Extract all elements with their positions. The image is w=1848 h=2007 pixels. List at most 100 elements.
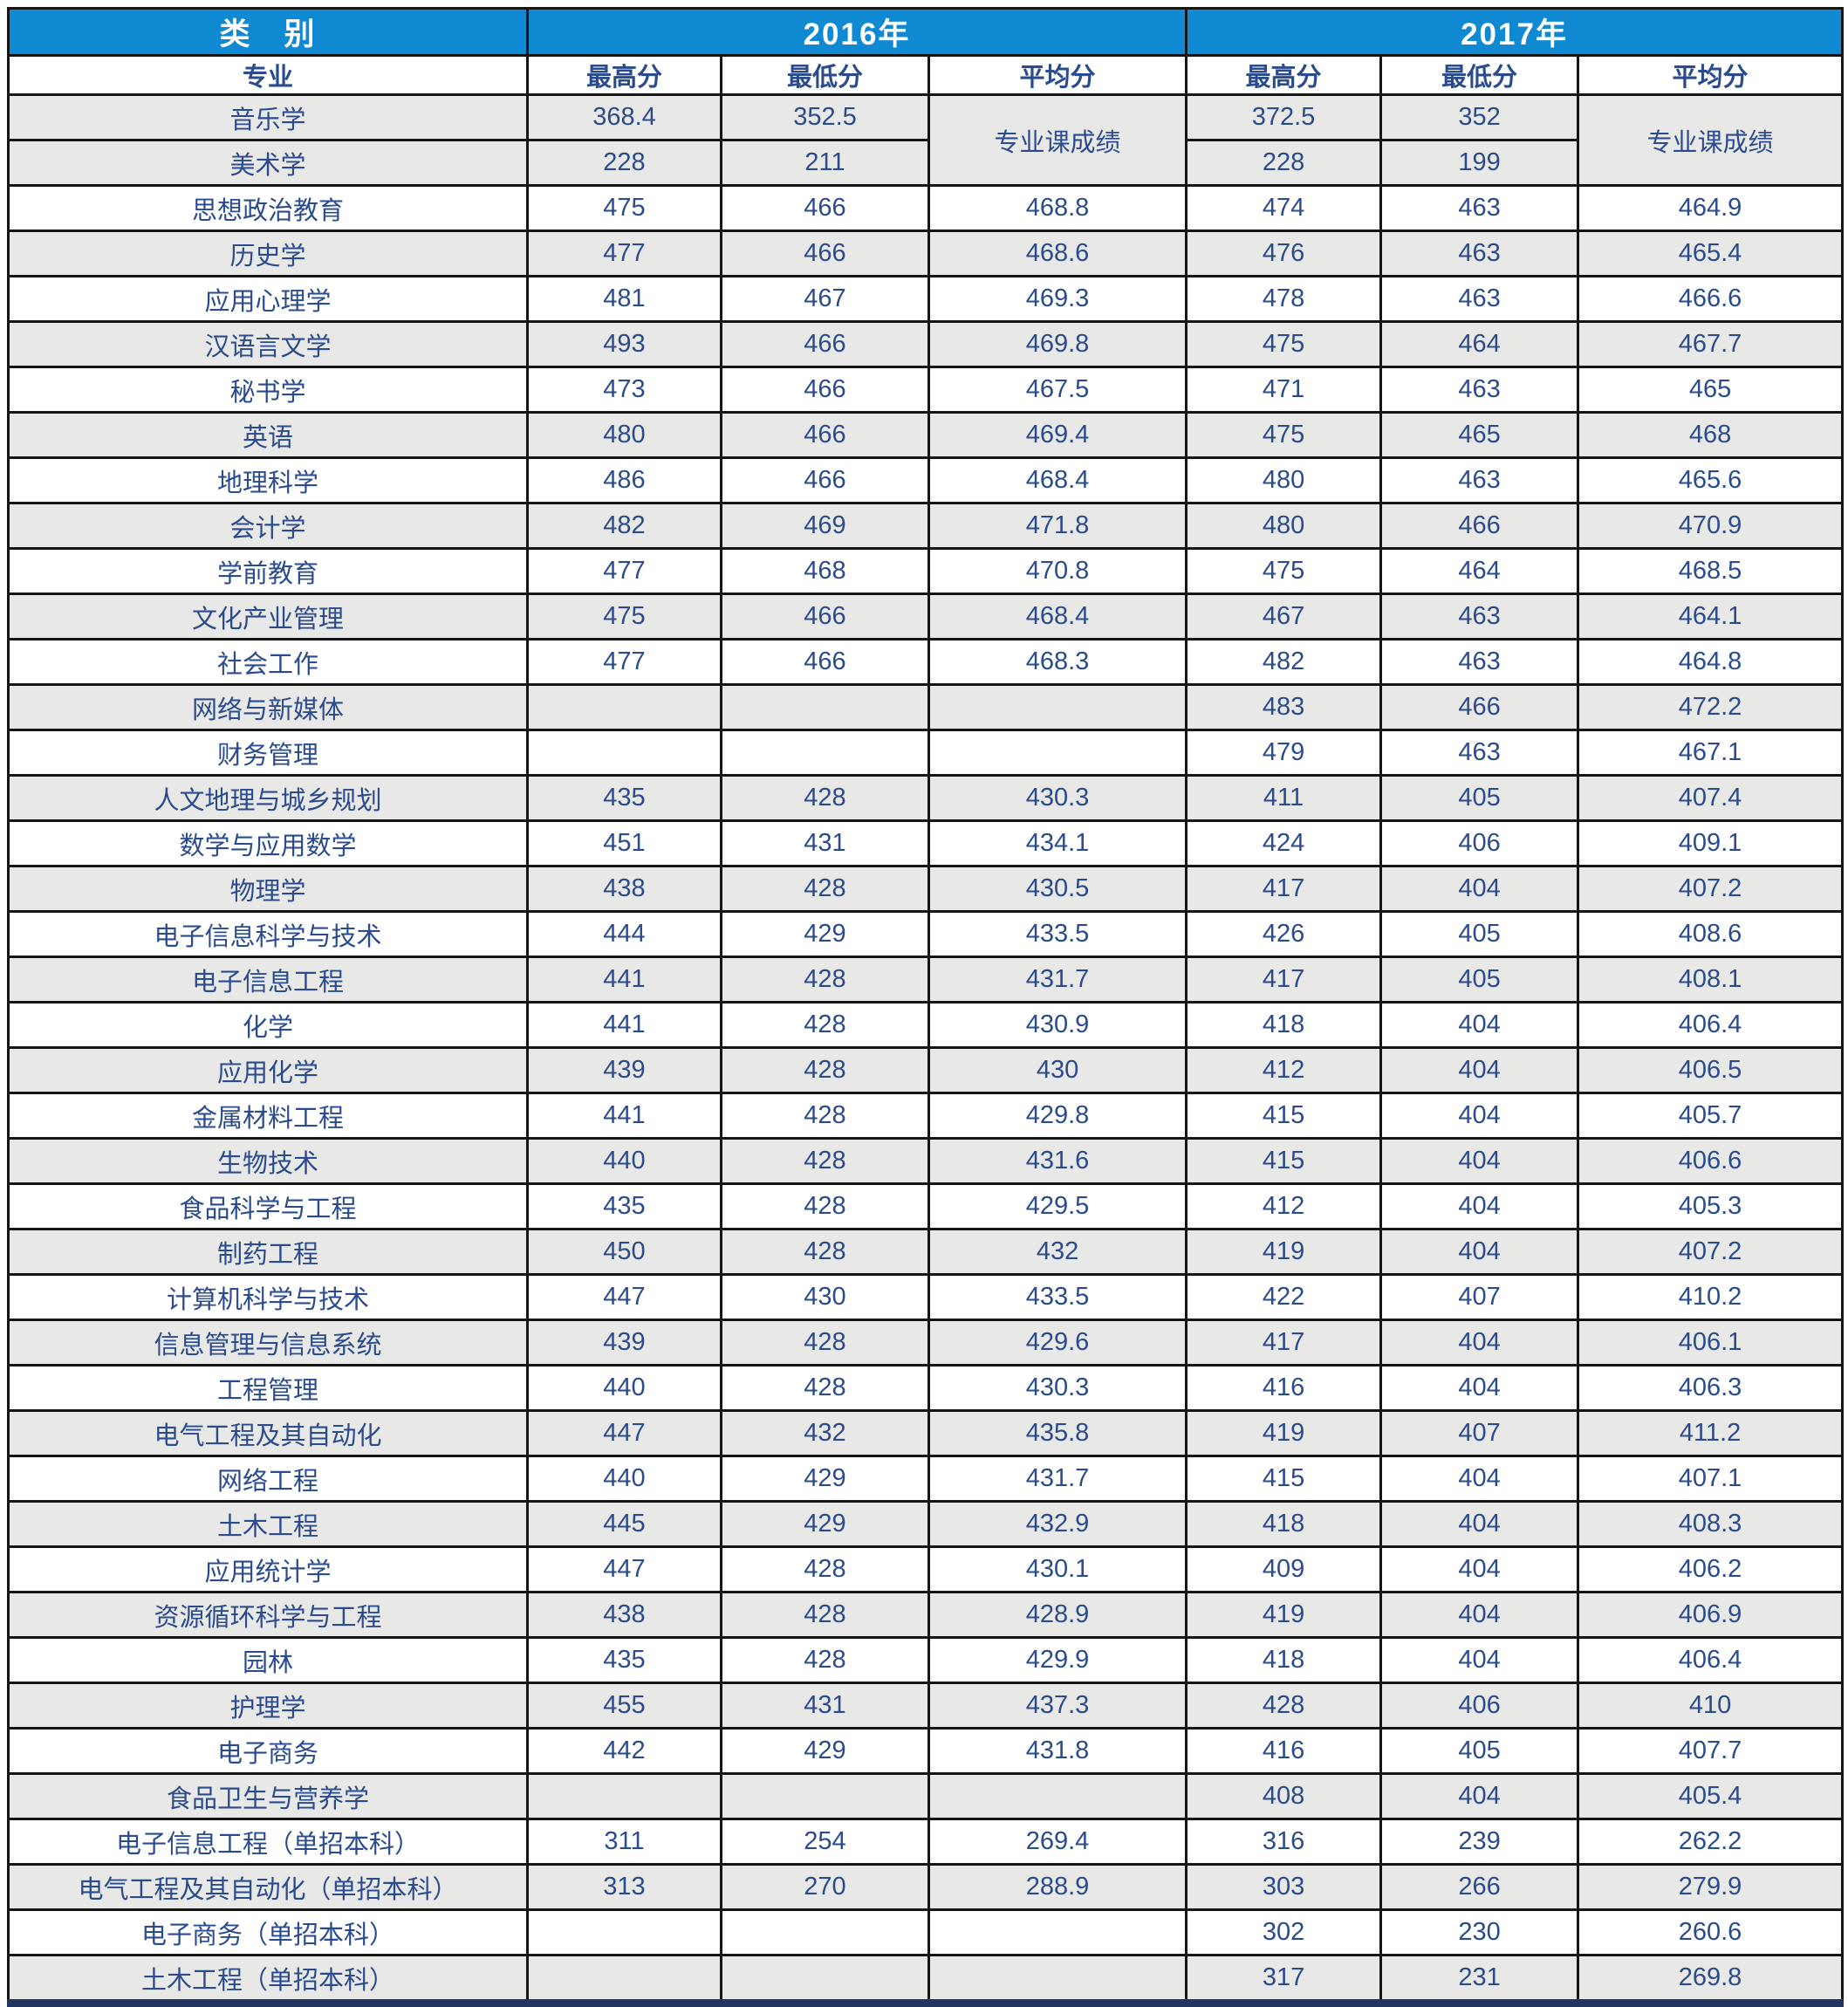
- cell-score: 409.1: [1577, 819, 1845, 867]
- cell-score: 476: [1185, 229, 1383, 277]
- cell-score: 431.8: [927, 1727, 1188, 1775]
- cell-score: 463: [1379, 184, 1580, 232]
- year-2017-header: 2017年: [1185, 7, 1845, 57]
- cell-major: 应用心理学: [7, 275, 529, 323]
- table-row: 土木工程（单招本科） 317 231 269.8: [7, 1954, 1845, 2007]
- cell-score: 412: [1185, 1182, 1383, 1230]
- cell-score: 469.4: [927, 411, 1188, 459]
- cell-score: 479: [1185, 729, 1383, 777]
- cell-merged-avg-2017: 专业课成绩: [1577, 93, 1845, 187]
- cell-score: 406.1: [1577, 1319, 1845, 1367]
- cell-score: 419: [1185, 1591, 1383, 1639]
- table-row: 护理学 455 431 437.3 428 406 410: [7, 1682, 1845, 1730]
- cell-score: 466: [720, 593, 930, 640]
- cell-score: 279.9: [1577, 1863, 1845, 1911]
- cell-major: 学前教育: [7, 547, 529, 595]
- table-row: 应用统计学 447 428 430.1 409 404 406.2: [7, 1545, 1845, 1593]
- cell-major: 数学与应用数学: [7, 819, 529, 867]
- cell-score: 407: [1379, 1273, 1580, 1321]
- cell-major: 化学: [7, 1001, 529, 1049]
- cell-score: 415: [1185, 1137, 1383, 1185]
- cell-score: 482: [526, 502, 722, 550]
- cell-score: 463: [1379, 456, 1580, 504]
- cell-score: 430: [720, 1273, 930, 1321]
- table-row: 社会工作 477 466 468.3 482 463 464.8: [7, 638, 1845, 686]
- cell-score: 493: [526, 320, 722, 368]
- cell-score: [927, 729, 1188, 777]
- cell-score: 429.8: [927, 1092, 1188, 1140]
- cell-score: 415: [1185, 1455, 1383, 1503]
- table-row: 思想政治教育 475 466 468.8 474 463 464.9: [7, 184, 1845, 232]
- cell-score: 405: [1379, 1727, 1580, 1775]
- cell-score: 468.5: [1577, 547, 1845, 595]
- cell-score: 428: [720, 1364, 930, 1412]
- cell-major: 历史学: [7, 229, 529, 277]
- cell-score: 429.6: [927, 1319, 1188, 1367]
- cell-major: 金属材料工程: [7, 1092, 529, 1140]
- cell-score: 475: [526, 184, 722, 232]
- table-row: 学前教育 477 468 470.8 475 464 468.5: [7, 547, 1845, 595]
- cell-score: 475: [526, 593, 722, 640]
- cell-score: 405.4: [1577, 1772, 1845, 1820]
- cell-score: 404: [1379, 1137, 1580, 1185]
- table-row: 资源循环科学与工程 438 428 428.9 419 404 406.9: [7, 1591, 1845, 1639]
- cell-score: 477: [526, 229, 722, 277]
- cell-score: 470.8: [927, 547, 1188, 595]
- cell-score: [526, 1954, 722, 2007]
- max-2016-column-header: 最高分: [526, 54, 722, 96]
- cell-major: 思想政治教育: [7, 184, 529, 232]
- cell-score: 437.3: [927, 1682, 1188, 1730]
- year-2016-header: 2016年: [525, 7, 1188, 57]
- cell-score: 407.1: [1577, 1455, 1845, 1503]
- column-header-row: 专业 最高分 最低分 平均分 最高分 最低分 平均分: [7, 54, 1845, 96]
- cell-score: 404: [1379, 1500, 1580, 1548]
- cell-score: 482: [1185, 638, 1383, 686]
- cell-score: 480: [1185, 456, 1383, 504]
- cell-score: 408.1: [1577, 956, 1845, 1004]
- cell-score: 406.9: [1577, 1591, 1845, 1639]
- cell-score: 428: [720, 1182, 930, 1230]
- cell-score: 480: [1185, 502, 1383, 550]
- table-row: 音乐学 368.4 352.5 专业课成绩 372.5 352 专业课成绩: [7, 93, 1845, 187]
- table-row: 网络与新媒体 483 466 472.2: [7, 683, 1845, 731]
- cell-score: 465: [1577, 366, 1845, 414]
- cell-score: [720, 1908, 930, 1956]
- cell-score: 406.4: [1577, 1001, 1845, 1049]
- cell-score: 429.5: [927, 1182, 1188, 1230]
- table-row: 文化产业管理 475 466 468.4 467 463 464.1: [7, 593, 1845, 640]
- cell-score: 468.8: [927, 184, 1188, 232]
- table-row: 制药工程 450 428 432 419 404 407.2: [7, 1228, 1845, 1276]
- table-row: 地理科学 486 466 468.4 480 463 465.6: [7, 456, 1845, 504]
- cell-score: 431: [720, 1682, 930, 1730]
- cell-score: 466: [720, 320, 930, 368]
- cell-major: 信息管理与信息系统: [7, 1319, 529, 1367]
- cell-score: 468.4: [927, 593, 1188, 640]
- cell-score: 368.4: [526, 93, 722, 141]
- cell-major: 生物技术: [7, 1137, 529, 1185]
- cell-score: 239: [1379, 1818, 1580, 1866]
- cell-score: 406.4: [1577, 1636, 1845, 1684]
- cell-score: 435: [526, 1636, 722, 1684]
- cell-score: 467: [720, 275, 930, 323]
- cell-major: 应用统计学: [7, 1545, 529, 1593]
- cell-major: 土木工程: [7, 1500, 529, 1548]
- cell-score: 434.1: [927, 819, 1188, 867]
- table-row: 物理学 438 428 430.5 417 404 407.2: [7, 865, 1845, 913]
- cell-major: 制药工程: [7, 1228, 529, 1276]
- cell-score: 447: [526, 1545, 722, 1593]
- table-row: 电子信息科学与技术 444 429 433.5 426 405 408.6: [7, 910, 1845, 958]
- cell-score: 429: [720, 1727, 930, 1775]
- cell-score: 411: [1185, 774, 1383, 822]
- min-2017-column-header: 最低分: [1379, 54, 1580, 96]
- cell-score: 418: [1185, 1001, 1383, 1049]
- cell-score: 428: [720, 865, 930, 913]
- cell-score: 486: [526, 456, 722, 504]
- cell-score: [720, 729, 930, 777]
- cell-score: 473: [526, 366, 722, 414]
- cell-score: 416: [1185, 1727, 1383, 1775]
- cell-major: 文化产业管理: [7, 593, 529, 640]
- cell-major: 工程管理: [7, 1364, 529, 1412]
- cell-score: 430.1: [927, 1545, 1188, 1593]
- cell-score: 406: [1379, 819, 1580, 867]
